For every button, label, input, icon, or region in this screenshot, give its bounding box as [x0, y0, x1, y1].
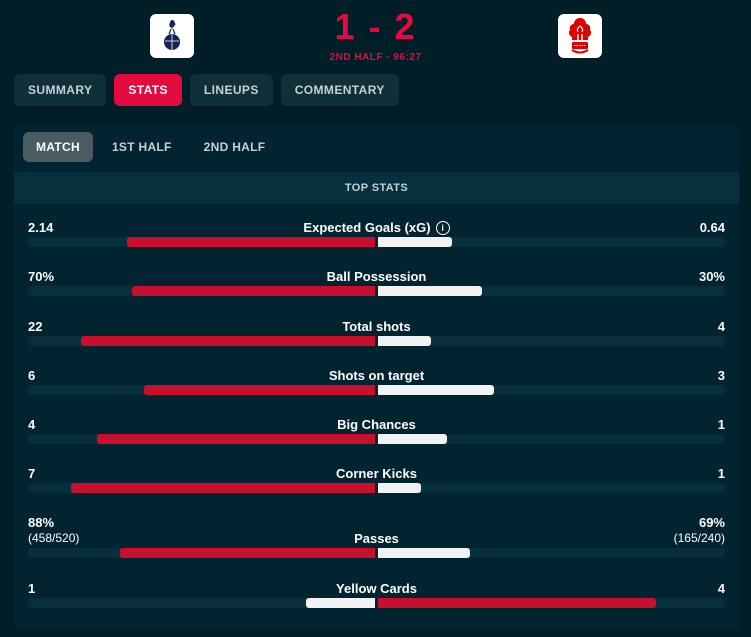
away-stat-bar [378, 336, 431, 346]
home-stat-bar [71, 483, 375, 493]
stat-label-text: Expected Goals (xG) [303, 220, 431, 235]
away-bar-track [378, 483, 725, 493]
match-status: 2ND HALF · 96:27 [329, 52, 422, 63]
stat-label: Yellow Cards [14, 581, 739, 596]
home-bar-track [28, 286, 375, 296]
stat-label: Passes [14, 531, 739, 546]
tab-summary[interactable]: SUMMARY [14, 74, 107, 106]
away-bar-track [378, 434, 725, 444]
stat-label: Shots on target [14, 368, 739, 383]
away-bar-track [378, 286, 725, 296]
away-bar-track [378, 548, 725, 558]
home-bar-track [28, 385, 375, 395]
stat-home-value: 6 [28, 368, 36, 383]
away-stat-bar [378, 286, 482, 296]
away-bar-track [378, 598, 725, 608]
stat-label: Ball Possession [14, 269, 739, 284]
stat-away-value: 1 [717, 466, 725, 481]
period-tab-match[interactable]: MATCH [23, 132, 93, 162]
stat-label-text: Total shots [342, 319, 411, 334]
info-icon[interactable]: i [435, 220, 450, 235]
home-bar-track [28, 598, 375, 608]
stat-away-value: 4 [717, 581, 725, 596]
stat-home-value: 88% [28, 515, 55, 530]
stat-away-value: 1 [717, 417, 725, 432]
home-stat-bar [97, 434, 375, 444]
away-stat-bar [378, 385, 494, 395]
away-stat-bar [378, 237, 452, 247]
away-bar-track [378, 385, 725, 395]
match-header: 1 - 2 2ND HALF · 96:27 [0, 0, 751, 72]
stat-away-value: 69% [698, 515, 725, 530]
stat-home-value: 70% [28, 269, 55, 284]
stat-away-value: 3 [717, 368, 725, 383]
home-stat-bar [306, 598, 375, 608]
stat-label-text: Ball Possession [326, 269, 427, 284]
home-team-crest[interactable] [150, 14, 194, 58]
home-bar-track [28, 336, 375, 346]
stat-home-value: 22 [28, 319, 43, 334]
stat-home-subvalue: (458/520) [28, 531, 80, 545]
stat-label: Expected Goals (xG) i [14, 220, 739, 235]
home-stat-bar [132, 286, 375, 296]
tottenham-hotspur-crest-icon [164, 20, 180, 50]
home-stat-bar [127, 237, 375, 247]
tab-commentary[interactable]: COMMENTARY [280, 74, 399, 106]
tab-lineups[interactable]: LINEUPS [189, 74, 273, 106]
home-bar-track [28, 548, 375, 558]
home-bar-track [28, 483, 375, 493]
period-tabs: MATCH 1ST HALF 2ND HALF [23, 132, 278, 162]
home-bar-track [28, 237, 375, 247]
period-tab-2nd-half[interactable]: 2ND HALF [203, 140, 266, 154]
stat-away-value: 0.64 [699, 220, 725, 235]
nottingham-forest-crest-icon [568, 18, 592, 54]
away-team-crest[interactable] [558, 14, 602, 58]
stat-label-text: Corner Kicks [336, 466, 417, 481]
home-stat-bar [120, 548, 375, 558]
stat-home-value: 7 [28, 466, 36, 481]
home-stat-bar [144, 385, 375, 395]
home-bar-track [28, 434, 375, 444]
stat-home-value: 4 [28, 417, 36, 432]
stat-label-text: Yellow Cards [336, 581, 417, 596]
stat-away-subvalue: (165/240) [673, 531, 725, 545]
match-score: 1 - 2 [334, 6, 417, 47]
away-bar-track [378, 237, 725, 247]
away-stat-bar [378, 598, 656, 608]
tab-stats[interactable]: STATS [114, 74, 182, 106]
stat-away-value: 30% [698, 269, 725, 284]
away-stat-bar [378, 548, 470, 558]
stat-home-value: 2.14 [28, 220, 54, 235]
stat-label: Total shots [14, 319, 739, 334]
period-tab-1st-half[interactable]: 1ST HALF [111, 140, 172, 154]
home-stat-bar [81, 336, 375, 346]
stat-label: Big Chances [14, 417, 739, 432]
stat-label-text: Shots on target [328, 368, 425, 383]
main-tabs: SUMMARY STATS LINEUPS COMMENTARY [14, 74, 399, 106]
stat-label: Corner Kicks [14, 466, 739, 481]
away-stat-bar [378, 434, 447, 444]
stat-label-text: Passes [354, 531, 399, 546]
stat-label-text: Big Chances [337, 417, 416, 432]
stat-home-value: 1 [28, 581, 36, 596]
section-title: TOP STATS [14, 172, 739, 204]
stats-panel: MATCH 1ST HALF 2ND HALF TOP STATS 2.14 0.… [14, 124, 739, 630]
stat-away-value: 4 [717, 319, 725, 334]
away-stat-bar [378, 483, 421, 493]
away-bar-track [378, 336, 725, 346]
